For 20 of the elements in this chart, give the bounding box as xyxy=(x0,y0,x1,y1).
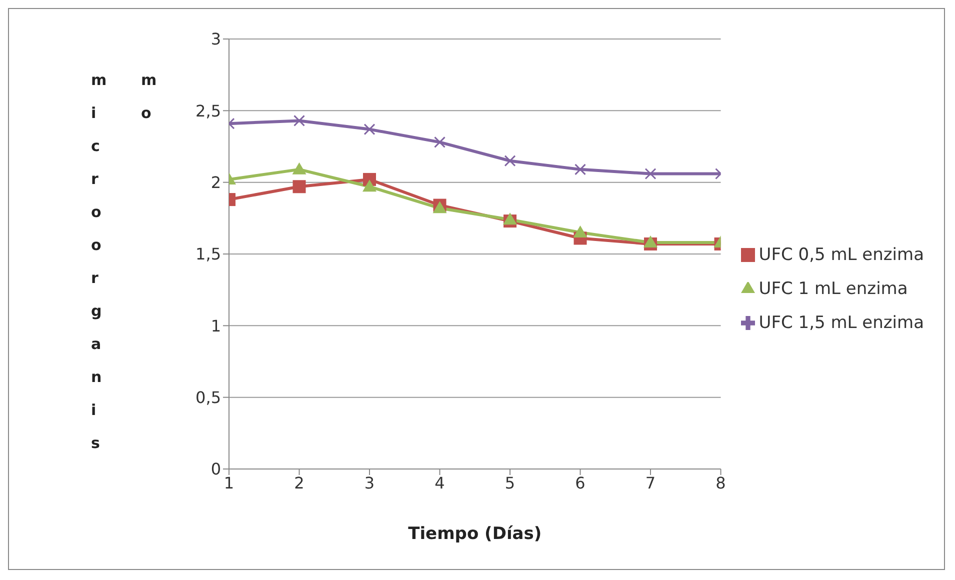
y-tick-label: 0 xyxy=(210,460,221,479)
x-tick-label: 4 xyxy=(434,473,445,492)
y-tick-label: 2 xyxy=(210,173,221,192)
x-tick-label: 5 xyxy=(504,473,516,492)
legend-label: UFC 1 mL enzima xyxy=(758,279,908,299)
x-tick-label: 8 xyxy=(716,473,726,492)
legend-label: UFC 0,5 mL enzima xyxy=(758,245,924,265)
x-axis-title: Tiempo (Días) xyxy=(408,524,542,544)
x-tick-label: 2 xyxy=(294,473,304,492)
y-tick-label: 1 xyxy=(210,316,221,336)
y-tick-label: 0,5 xyxy=(196,388,221,408)
y-tick-label: 2,5 xyxy=(196,101,221,120)
x-tick-label: 7 xyxy=(645,473,656,492)
y-tick-label: 1,5 xyxy=(196,244,221,264)
text: microorganismo xyxy=(91,71,157,452)
y-tick-label: 3 xyxy=(210,30,221,49)
x-tick-label: 3 xyxy=(364,473,375,492)
x-tick-label: 6 xyxy=(575,473,586,492)
x-tick-label: 1 xyxy=(224,473,234,492)
legend-label: UFC 1,5 mL enzima xyxy=(758,313,924,333)
